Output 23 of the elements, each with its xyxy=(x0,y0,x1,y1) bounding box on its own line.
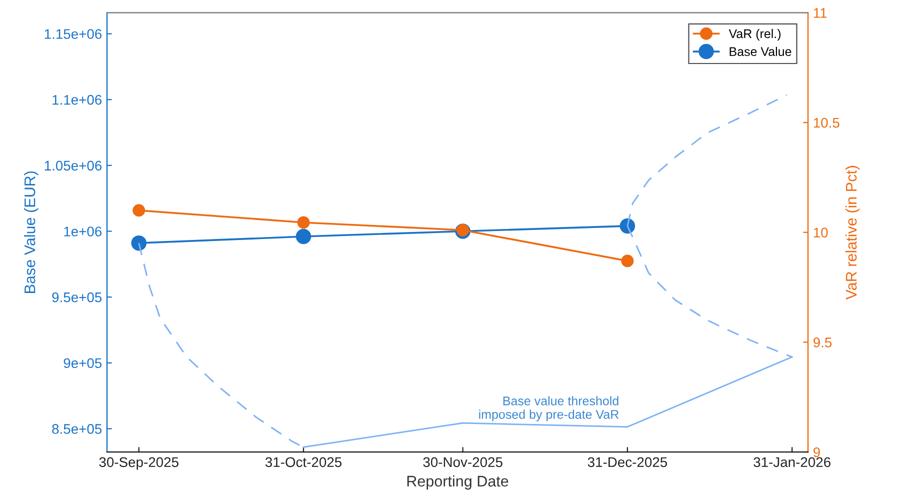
y2-tick-label: 11 xyxy=(814,8,827,18)
y2-tick-label: 10 xyxy=(814,228,828,238)
y2-tick-label: 9 xyxy=(814,447,820,458)
x-tick-label: 31-Oct-2025 xyxy=(265,457,342,468)
y-tick-label: 1.1e+06 xyxy=(52,94,102,105)
legend-label: VaR (rel.) xyxy=(728,28,781,41)
x-axis-title: Reporting Date xyxy=(407,475,508,490)
y2-axis-title: VaR relative (in Pct) xyxy=(845,166,860,300)
y-tick-label: 1e+06 xyxy=(64,226,102,236)
y-tick-label: 9.5e+05 xyxy=(52,292,102,302)
y-axis-title: Base Value (EUR) xyxy=(24,171,38,293)
x-tick-label: 31-Dec-2025 xyxy=(588,457,668,468)
y-tick-label: 9e+05 xyxy=(64,358,102,368)
y-tick-label: 1.05e+06 xyxy=(44,160,102,171)
y2-tick-label: 9.5 xyxy=(814,338,832,348)
y-tick-label: 8.5e+05 xyxy=(52,424,102,434)
legend-label: Base Value xyxy=(730,46,792,56)
y-tick-label: 1.15e+06 xyxy=(44,29,102,39)
annotation: Base value threshold imposed by pre-date VaR xyxy=(479,396,619,422)
x-tick-label: 30-Sep-2025 xyxy=(99,457,178,470)
x-tick-label: 30-Nov-2025 xyxy=(423,457,502,468)
y2-tick-label: 10.5 xyxy=(814,118,840,128)
x-tick-label: 31-Jan-2026 xyxy=(754,457,830,468)
